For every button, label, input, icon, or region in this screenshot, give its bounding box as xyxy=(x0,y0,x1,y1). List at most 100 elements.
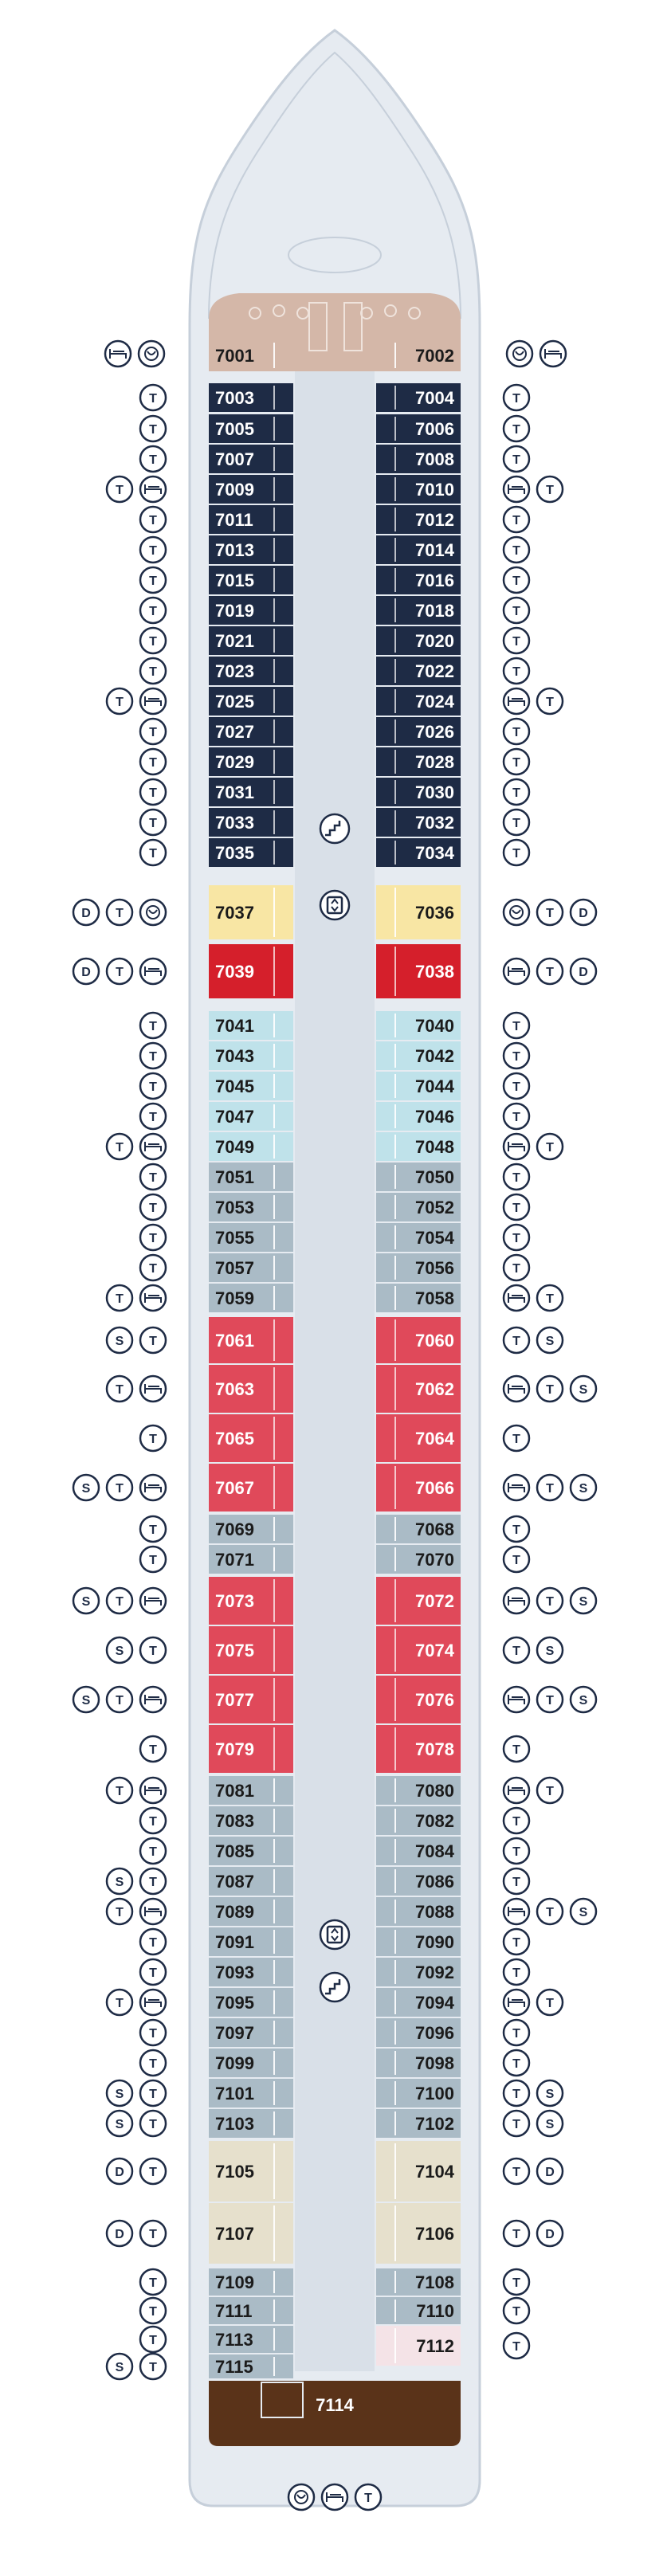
cabin-7033[interactable]: 7033 xyxy=(209,808,293,837)
cabin-7036[interactable]: 7036 xyxy=(376,885,461,939)
cabin-7058[interactable]: 7058 xyxy=(376,1284,461,1312)
cabin-7019[interactable]: 7019 xyxy=(209,596,293,625)
cabin-7111[interactable]: 7111 xyxy=(209,2297,293,2324)
cabin-7068[interactable]: 7068 xyxy=(376,1515,461,1543)
cabin-7028[interactable]: 7028 xyxy=(376,747,461,776)
cabin-7061[interactable]: 7061 xyxy=(209,1317,293,1363)
cabin-7084[interactable]: 7084 xyxy=(376,1837,461,1865)
cabin-7079[interactable]: 7079 xyxy=(209,1725,293,1773)
cabin-7083[interactable]: 7083 xyxy=(209,1806,293,1835)
cabin-7022[interactable]: 7022 xyxy=(376,657,461,685)
cabin-7086[interactable]: 7086 xyxy=(376,1867,461,1896)
cabin-7065[interactable]: 7065 xyxy=(209,1414,293,1462)
cabin-7096[interactable]: 7096 xyxy=(376,2018,461,2047)
cabin-7006[interactable]: 7006 xyxy=(376,414,461,443)
cabin-7016[interactable]: 7016 xyxy=(376,566,461,594)
cabin-7052[interactable]: 7052 xyxy=(376,1193,461,1221)
cabin-7025[interactable]: 7025 xyxy=(209,687,293,716)
cabin-7042[interactable]: 7042 xyxy=(376,1041,461,1070)
cabin-7009[interactable]: 7009 xyxy=(209,475,293,504)
cabin-7014[interactable]: 7014 xyxy=(376,535,461,564)
cabin-7064[interactable]: 7064 xyxy=(376,1414,461,1462)
cabin-7045[interactable]: 7045 xyxy=(209,1072,293,1100)
cabin-7108[interactable]: 7108 xyxy=(376,2268,461,2296)
cabin-7038[interactable]: 7038 xyxy=(376,944,461,998)
cabin-7001[interactable]: 7001 xyxy=(209,340,293,371)
cabin-7010[interactable]: 7010 xyxy=(376,475,461,504)
cabin-7043[interactable]: 7043 xyxy=(209,1041,293,1070)
cabin-7041[interactable]: 7041 xyxy=(209,1011,293,1040)
cabin-7056[interactable]: 7056 xyxy=(376,1253,461,1282)
cabin-7102[interactable]: 7102 xyxy=(376,2109,461,2138)
cabin-7071[interactable]: 7071 xyxy=(209,1545,293,1574)
cabin-7113[interactable]: 7113 xyxy=(209,2326,293,2353)
cabin-7085[interactable]: 7085 xyxy=(209,1837,293,1865)
cabin-7053[interactable]: 7053 xyxy=(209,1193,293,1221)
cabin-7024[interactable]: 7024 xyxy=(376,687,461,716)
cabin-7104[interactable]: 7104 xyxy=(376,2141,461,2202)
cabin-7035[interactable]: 7035 xyxy=(209,838,293,867)
cabin-7067[interactable]: 7067 xyxy=(209,1464,293,1511)
cabin-7076[interactable]: 7076 xyxy=(376,1676,461,1723)
cabin-7074[interactable]: 7074 xyxy=(376,1626,461,1674)
cabin-7087[interactable]: 7087 xyxy=(209,1867,293,1896)
cabin-7048[interactable]: 7048 xyxy=(376,1132,461,1161)
cabin-7110[interactable]: 7110 xyxy=(376,2297,461,2324)
cabin-7039[interactable]: 7039 xyxy=(209,944,293,998)
cabin-7057[interactable]: 7057 xyxy=(209,1253,293,1282)
cabin-7094[interactable]: 7094 xyxy=(376,1988,461,2017)
cabin-7054[interactable]: 7054 xyxy=(376,1223,461,1252)
cabin-7089[interactable]: 7089 xyxy=(209,1897,293,1926)
cabin-7107[interactable]: 7107 xyxy=(209,2203,293,2264)
cabin-7066[interactable]: 7066 xyxy=(376,1464,461,1511)
cabin-7050[interactable]: 7050 xyxy=(376,1163,461,1191)
cabin-7060[interactable]: 7060 xyxy=(376,1317,461,1363)
cabin-7105[interactable]: 7105 xyxy=(209,2141,293,2202)
cabin-7021[interactable]: 7021 xyxy=(209,626,293,655)
cabin-7013[interactable]: 7013 xyxy=(209,535,293,564)
cabin-7100[interactable]: 7100 xyxy=(376,2079,461,2107)
cabin-7062[interactable]: 7062 xyxy=(376,1365,461,1413)
cabin-7044[interactable]: 7044 xyxy=(376,1072,461,1100)
cabin-7047[interactable]: 7047 xyxy=(209,1102,293,1131)
cabin-7072[interactable]: 7072 xyxy=(376,1577,461,1625)
cabin-7015[interactable]: 7015 xyxy=(209,566,293,594)
cabin-7097[interactable]: 7097 xyxy=(209,2018,293,2047)
cabin-7091[interactable]: 7091 xyxy=(209,1927,293,1956)
cabin-7101[interactable]: 7101 xyxy=(209,2079,293,2107)
cabin-7046[interactable]: 7046 xyxy=(376,1102,461,1131)
cabin-7011[interactable]: 7011 xyxy=(209,505,293,534)
cabin-7093[interactable]: 7093 xyxy=(209,1958,293,1986)
cabin-7029[interactable]: 7029 xyxy=(209,747,293,776)
cabin-7069[interactable]: 7069 xyxy=(209,1515,293,1543)
cabin-7088[interactable]: 7088 xyxy=(376,1897,461,1926)
cabin-7007[interactable]: 7007 xyxy=(209,445,293,473)
cabin-7051[interactable]: 7051 xyxy=(209,1163,293,1191)
cabin-7095[interactable]: 7095 xyxy=(209,1988,293,2017)
cabin-7055[interactable]: 7055 xyxy=(209,1223,293,1252)
cabin-7082[interactable]: 7082 xyxy=(376,1806,461,1835)
cabin-7078[interactable]: 7078 xyxy=(376,1725,461,1773)
cabin-7008[interactable]: 7008 xyxy=(376,445,461,473)
cabin-7106[interactable]: 7106 xyxy=(376,2203,461,2264)
cabin-7037[interactable]: 7037 xyxy=(209,885,293,939)
cabin-7023[interactable]: 7023 xyxy=(209,657,293,685)
cabin-7005[interactable]: 7005 xyxy=(209,414,293,443)
cabin-7002[interactable]: 7002 xyxy=(376,340,461,371)
cabin-7032[interactable]: 7032 xyxy=(376,808,461,837)
cabin-7070[interactable]: 7070 xyxy=(376,1545,461,1574)
cabin-7030[interactable]: 7030 xyxy=(376,778,461,806)
cabin-7063[interactable]: 7063 xyxy=(209,1365,293,1413)
cabin-7081[interactable]: 7081 xyxy=(209,1776,293,1805)
cabin-7073[interactable]: 7073 xyxy=(209,1577,293,1625)
cabin-7012[interactable]: 7012 xyxy=(376,505,461,534)
cabin-7098[interactable]: 7098 xyxy=(376,2049,461,2077)
cabin-7112[interactable]: 7112 xyxy=(376,2326,461,2366)
cabin-7099[interactable]: 7099 xyxy=(209,2049,293,2077)
cabin-7090[interactable]: 7090 xyxy=(376,1927,461,1956)
cabin-7026[interactable]: 7026 xyxy=(376,717,461,746)
cabin-7004[interactable]: 7004 xyxy=(376,383,461,412)
cabin-7003[interactable]: 7003 xyxy=(209,383,293,412)
cabin-7027[interactable]: 7027 xyxy=(209,717,293,746)
cabin-7059[interactable]: 7059 xyxy=(209,1284,293,1312)
